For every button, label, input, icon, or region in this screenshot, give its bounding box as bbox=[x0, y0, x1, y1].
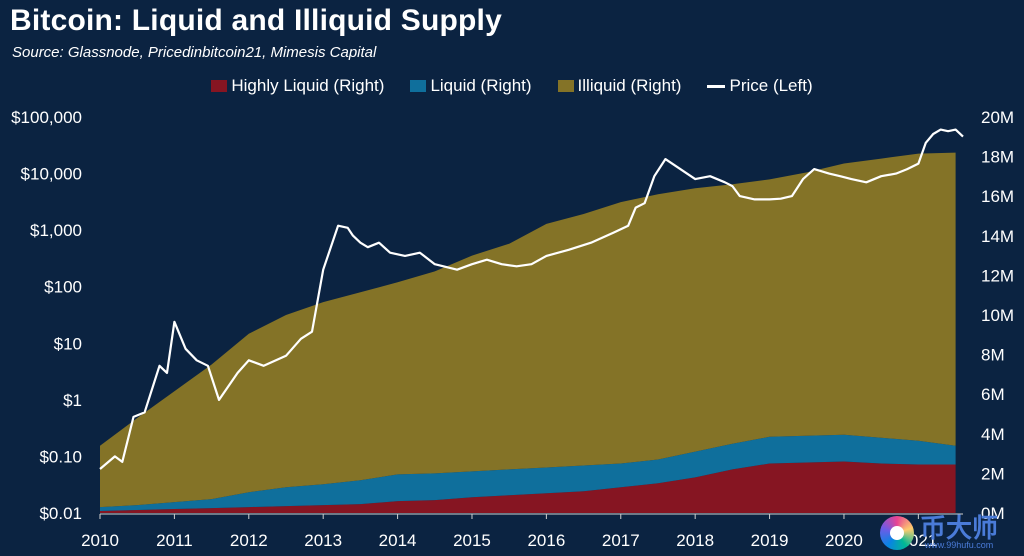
legend-item-highly-liquid: Highly Liquid (Right) bbox=[211, 76, 384, 96]
left-tick-label: $10,000 bbox=[21, 165, 82, 184]
watermark-name: 币大师 bbox=[919, 513, 998, 543]
legend-label-price: Price (Left) bbox=[729, 76, 813, 95]
legend-swatch-price bbox=[707, 84, 726, 88]
x-tick-label: 2017 bbox=[602, 531, 640, 550]
left-tick-label: $100,000 bbox=[11, 108, 82, 127]
x-tick-label: 2016 bbox=[527, 531, 565, 550]
price-line-group bbox=[99, 128, 964, 470]
right-tick-label: 16M bbox=[981, 187, 1014, 206]
chart-subtitle: Source: Glassnode, Pricedinbitcoin21, Mi… bbox=[12, 44, 377, 61]
x-tick-label: 2013 bbox=[304, 531, 342, 550]
x-tick-label: 2014 bbox=[379, 531, 417, 550]
chart-title: Bitcoin: Liquid and Illiquid Supply bbox=[10, 4, 502, 37]
right-tick-label: 10M bbox=[981, 306, 1014, 325]
left-tick-label: $1 bbox=[63, 391, 82, 410]
right-tick-label: 18M bbox=[981, 148, 1014, 167]
x-tick-label: 2020 bbox=[825, 531, 863, 550]
right-tick-label: 12M bbox=[981, 266, 1014, 285]
watermark-text: 币大师 www.99hufu.com bbox=[920, 515, 998, 550]
legend-label-liquid: Liquid (Right) bbox=[430, 76, 532, 95]
left-axis: $0.01 $0.10 $1 $10 $100 $1,000 $10,000 $100,000 bbox=[11, 108, 82, 523]
legend-swatch-illiquid bbox=[557, 80, 574, 92]
watermark: 币大师 www.99hufu.com bbox=[879, 515, 998, 550]
x-tick-label: 2011 bbox=[156, 531, 193, 550]
x-tick-label: 2019 bbox=[751, 531, 789, 550]
left-tick-label: $100 bbox=[44, 278, 82, 297]
legend-item-illiquid: Illiquid (Right) bbox=[557, 76, 682, 96]
price-line bbox=[99, 128, 964, 470]
legend-item-price: Price (Left) bbox=[707, 76, 813, 96]
legend-label-illiquid: Illiquid (Right) bbox=[577, 76, 682, 95]
right-tick-label: 20M bbox=[981, 108, 1014, 127]
right-tick-label: 2M bbox=[981, 464, 1005, 483]
right-tick-label: 6M bbox=[981, 385, 1005, 404]
watermark-url: www.99hufu.com bbox=[924, 540, 994, 550]
supply-areas bbox=[100, 152, 956, 513]
watermark-logo-icon bbox=[879, 515, 914, 550]
area-highly-liquid-right bbox=[100, 461, 956, 513]
legend-item-liquid: Liquid (Right) bbox=[410, 76, 532, 96]
left-tick-label: $10 bbox=[54, 334, 82, 353]
area-illiquid-right bbox=[100, 152, 956, 508]
left-tick-label: $0.10 bbox=[39, 447, 82, 466]
x-tick-label: 2010 bbox=[81, 531, 119, 550]
left-tick-label: $1,000 bbox=[30, 221, 82, 240]
left-tick-label: $0.01 bbox=[39, 504, 82, 523]
x-tick-label: 2018 bbox=[676, 531, 714, 550]
chart-legend: Highly Liquid (Right) Liquid (Right) Ill… bbox=[0, 76, 1024, 96]
area-liquid-right bbox=[100, 434, 956, 511]
right-tick-label: 4M bbox=[981, 425, 1005, 444]
right-tick-label: 14M bbox=[981, 227, 1014, 246]
x-tick-label: 2015 bbox=[453, 531, 491, 550]
right-tick-label: 8M bbox=[981, 346, 1005, 365]
x-axis: 2010 2011 2012 2013 2014 2015 2016 2017 2018 2019… bbox=[81, 513, 963, 550]
legend-label-highly-liquid: Highly Liquid (Right) bbox=[231, 76, 385, 95]
legend-swatch-highly-liquid bbox=[211, 80, 228, 92]
legend-swatch-liquid bbox=[410, 80, 427, 92]
x-tick-label: 2012 bbox=[230, 531, 268, 550]
